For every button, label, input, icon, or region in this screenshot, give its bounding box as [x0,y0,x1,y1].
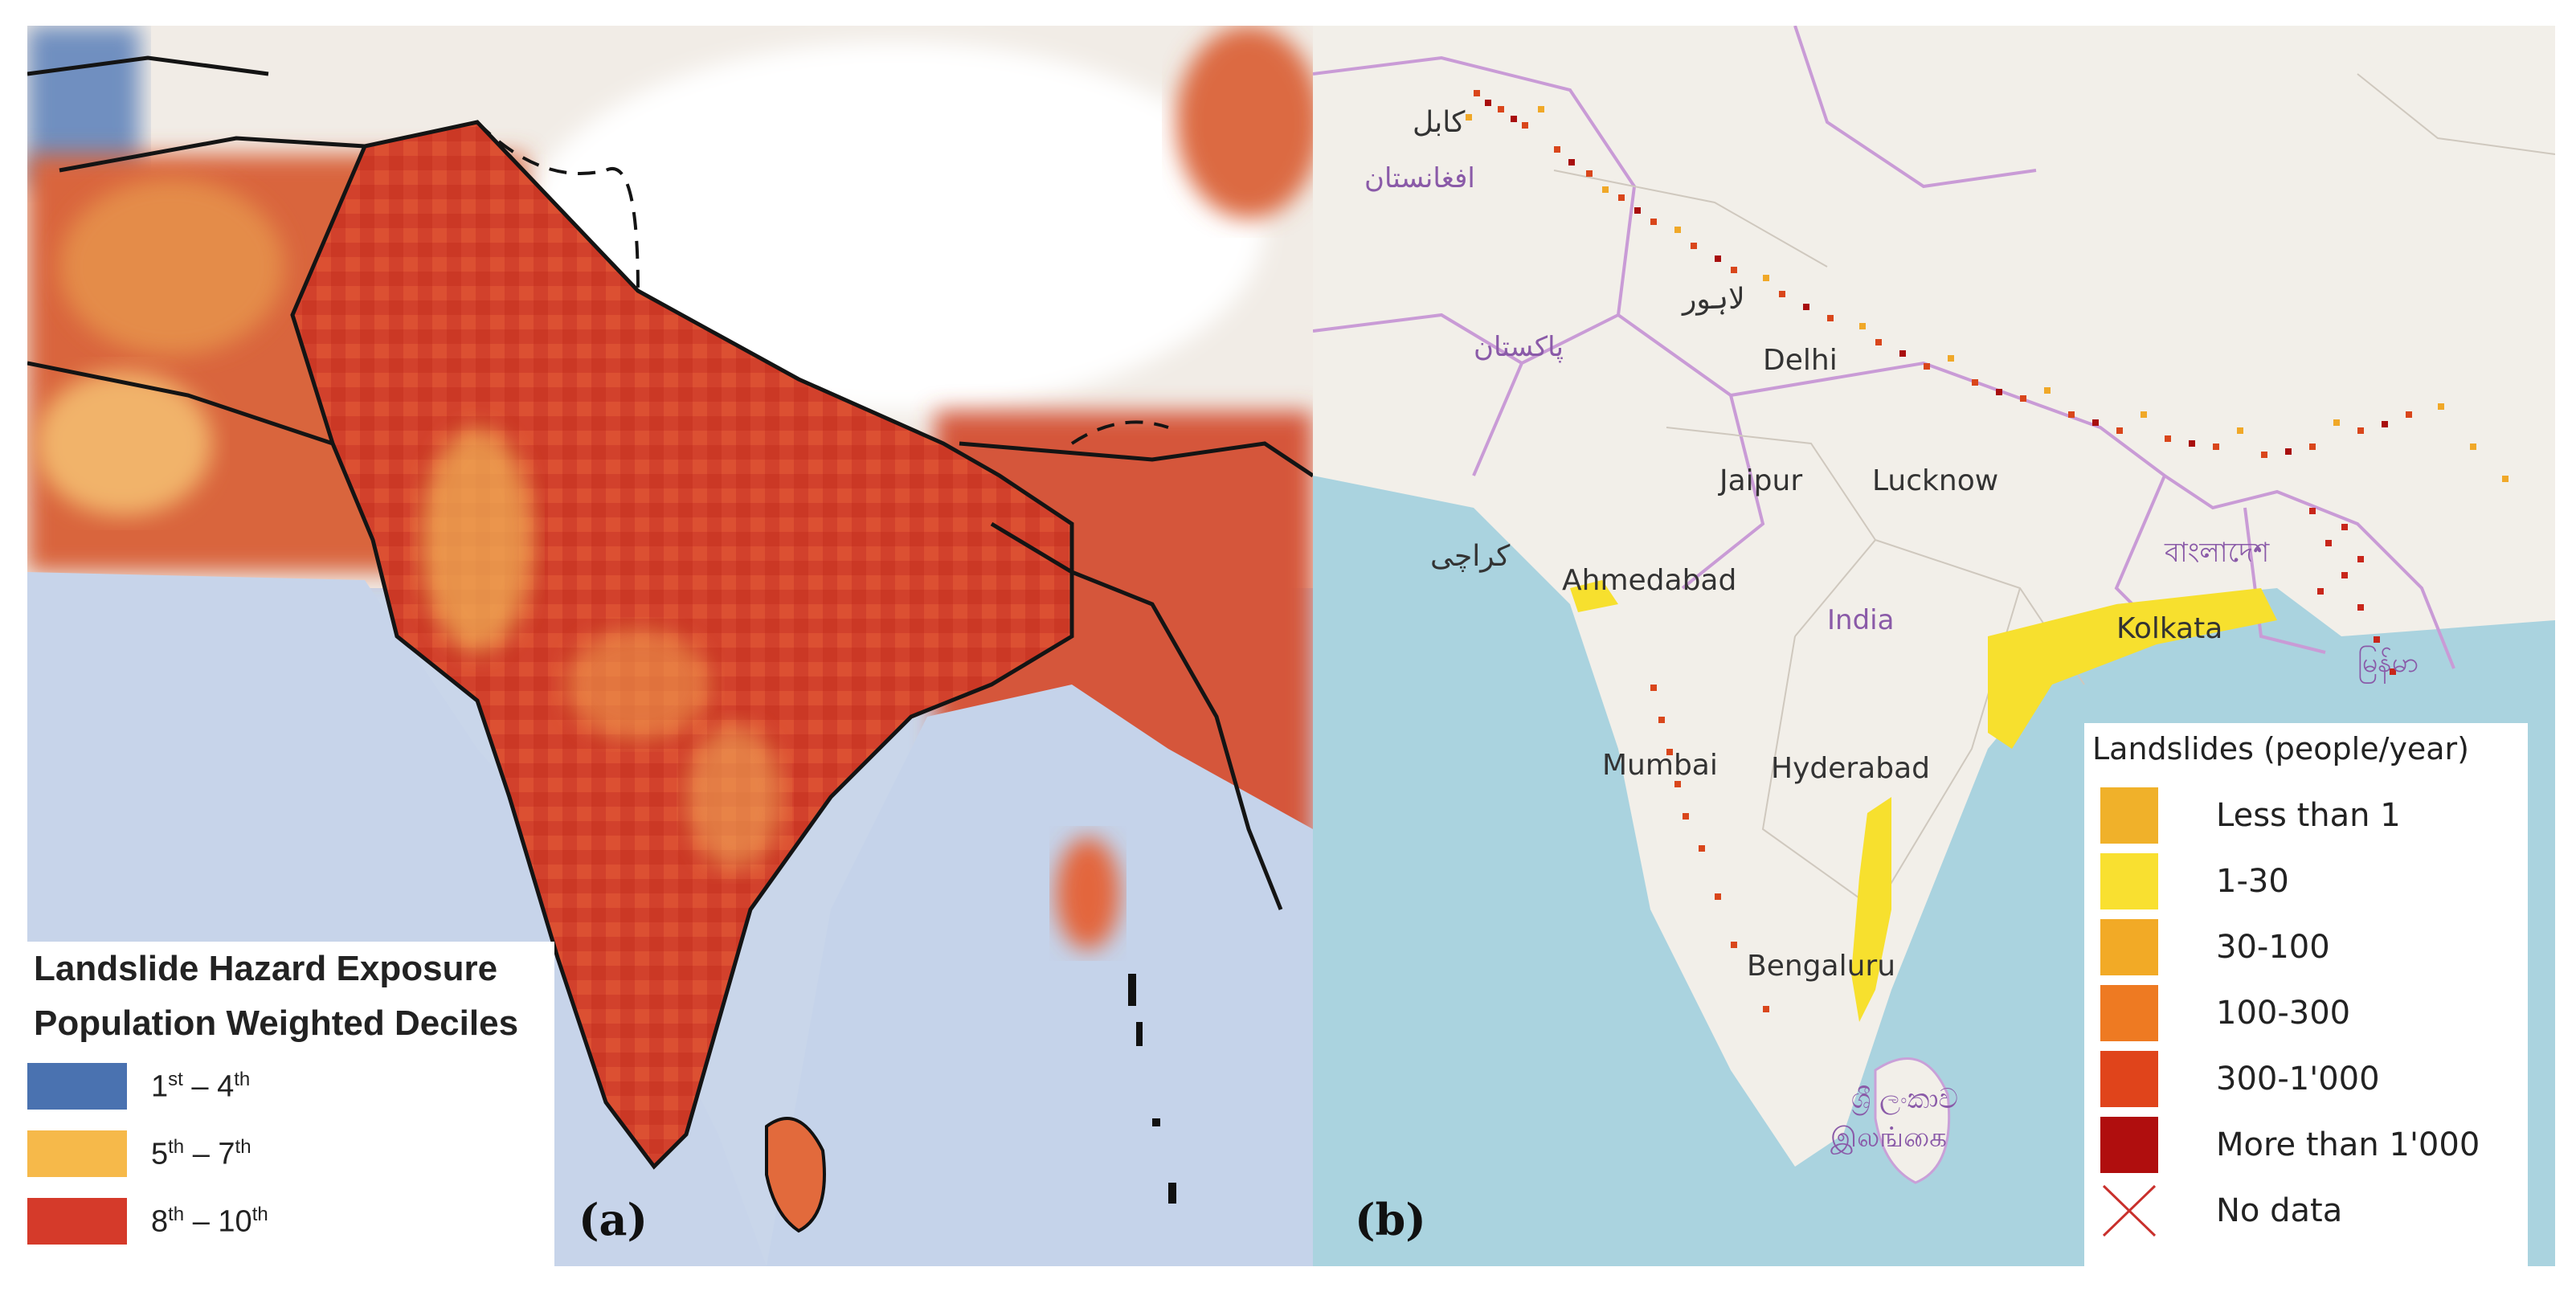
place-mumbai: Mumbai [1602,749,1718,782]
legend-swatch-mid [27,1130,127,1177]
legend-label: 1-30 [2216,863,2289,900]
country-borders [27,55,1313,1170]
place-lucknow: Lucknow [1872,464,1999,497]
place-srilanka-sinhala: ශ්‍රී ලංකාව [1851,1083,1958,1115]
place-jaipur: Jaipur [1719,464,1803,497]
legend-swatch [2100,919,2158,975]
legend-title-line2: Population Weighted Deciles [34,1003,519,1043]
place-ahmedabad: Ahmedabad [1562,564,1737,597]
legend-label-mid: 5th – 7th [151,1135,251,1171]
bay-of-bengal [767,685,1313,1266]
legend-swatch [2100,1117,2158,1173]
legend-title-line1: Landslide Hazard Exposure [34,949,498,988]
legend-item-100-300: 100-300 [2100,985,2350,1041]
legend-item-high: 8th – 10th [27,1196,268,1247]
exposure-legend: Landslide Hazard Exposure Population Wei… [27,942,554,1266]
place-myanmar: မြန်မာ [2357,647,2419,679]
admin-borders [1313,26,2455,669]
hazard-exposure-map: Landslide Hazard Exposure Population Wei… [27,26,1313,1266]
legend-item-1-30: 1-30 [2100,853,2289,909]
exposure-map-canvas [27,26,1313,1266]
landslide-dots [1466,90,2509,1022]
legend-label: No data [2216,1192,2343,1229]
place-lahore: لاہور [1683,283,1745,316]
legend-item-300-1000: 300-1'000 [2100,1051,2380,1107]
legend-item-mid: 5th – 7th [27,1128,251,1179]
legend-label: 30-100 [2216,929,2330,966]
legend-swatch [2100,787,2158,844]
place-delhi: Delhi [1763,344,1838,377]
place-karachi: کراچی [1430,540,1511,573]
legend-item-30-100: 30-100 [2100,919,2330,975]
legend-title: Landslides (people/year) [2092,731,2469,766]
legend-label: 300-1'000 [2216,1061,2380,1097]
legend-swatch [2100,853,2158,909]
place-kolkata: Kolkata [2116,612,2223,645]
landslide-fatalities-map: کابل افغانستان لاہور پاکستان کراچی Delhi… [1313,26,2555,1266]
landslide-legend: Landslides (people/year) Less than 1 1-3… [2084,723,2528,1266]
legend-item-low: 1st – 4th [27,1061,250,1112]
place-pakistan: پاکستان [1474,331,1564,363]
sri-lanka-shape [765,1117,826,1233]
panel-b-label: (b) [1355,1194,1426,1245]
place-india: India [1827,604,1895,636]
place-afghanistan: افغانستان [1364,162,1475,194]
legend-label: Less than 1 [2216,797,2401,834]
place-bangladesh: বাংলাদেশ [2165,537,2270,569]
sri-lanka-land [1874,1057,1951,1184]
legend-item-more-than-1000: More than 1'000 [2100,1117,2480,1173]
place-kabul: کابل [1413,106,1466,139]
legend-label: 100-300 [2216,995,2351,1032]
legend-item-no-data: No data [2100,1183,2342,1239]
place-srilanka-tamil: இலங்கை [1830,1122,1947,1154]
place-hyderabad: Hyderabad [1771,752,1930,785]
legend-item-less-than-1: Less than 1 [2100,787,2401,844]
legend-label-high: 8th – 10th [151,1203,268,1239]
place-bengaluru: Bengaluru [1747,950,1896,983]
legend-label: More than 1'000 [2216,1126,2480,1163]
legend-swatch [2100,1051,2158,1107]
cross-icon [2102,1184,2157,1237]
legend-swatch-high [27,1198,127,1245]
legend-label-low: 1st – 4th [151,1068,251,1104]
panel-a-label: (a) [579,1194,648,1245]
legend-swatch [2100,985,2158,1041]
legend-swatch-low [27,1063,127,1110]
